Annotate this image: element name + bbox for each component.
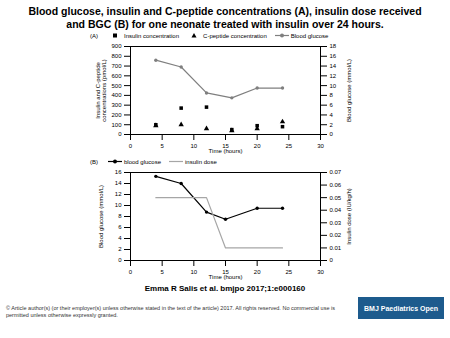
svg-text:0: 0 <box>118 132 122 138</box>
svg-text:0: 0 <box>330 258 334 264</box>
svg-text:10: 10 <box>190 143 197 149</box>
svg-text:0: 0 <box>129 269 133 275</box>
svg-text:0: 0 <box>118 258 122 264</box>
svg-text:15: 15 <box>222 142 229 149</box>
svg-text:0.07: 0.07 <box>330 170 342 176</box>
svg-text:2: 2 <box>330 122 334 128</box>
svg-text:15: 15 <box>222 268 229 275</box>
svg-text:700: 700 <box>111 63 122 69</box>
svg-text:2: 2 <box>118 247 122 253</box>
svg-text:Time (hours): Time (hours) <box>209 274 243 280</box>
html-text:BMJ Paediatrics Open: BMJ Paediatrics Open <box>364 304 438 312</box>
svg-text:12: 12 <box>115 192 122 198</box>
svg-text:5: 5 <box>160 143 164 149</box>
svg-text:20: 20 <box>254 269 261 275</box>
html-text:insulin dose: insulin dose <box>185 158 217 165</box>
svg-text:30: 30 <box>317 269 324 275</box>
svg-text:Insulin and C-peptideconcentra: Insulin and C-peptideconcentrations (pmo… <box>95 59 107 122</box>
svg-text:0.05: 0.05 <box>330 195 342 201</box>
svg-text:Blood glucose (mmol/L): Blood glucose (mmol/L) <box>346 59 352 122</box>
svg-text:16: 16 <box>330 53 337 59</box>
html-text:blood glucose: blood glucose <box>124 158 161 165</box>
svg-text:12: 12 <box>330 73 337 79</box>
svg-text:4: 4 <box>118 236 122 242</box>
html-text:Insulin concentration: Insulin concentration <box>124 32 179 39</box>
svg-text:14: 14 <box>330 63 337 69</box>
html-text:© Article author(s) (or their: © Article author(s) (or their employer(s… <box>6 305 335 319</box>
svg-text:Time (hours): Time (hours) <box>209 148 243 154</box>
svg-text:8: 8 <box>330 92 334 98</box>
svg-text:6: 6 <box>118 225 122 231</box>
svg-text:14: 14 <box>115 181 122 187</box>
svg-text:20: 20 <box>254 143 261 149</box>
svg-text:200: 200 <box>111 112 122 118</box>
svg-text:5: 5 <box>160 269 164 275</box>
svg-text:10: 10 <box>115 203 122 209</box>
svg-text:0.06: 0.06 <box>330 182 342 188</box>
svg-text:16: 16 <box>115 170 122 176</box>
svg-text:0: 0 <box>330 132 334 138</box>
svg-text:300: 300 <box>111 102 122 108</box>
svg-text:0.03: 0.03 <box>330 220 342 226</box>
svg-text:8: 8 <box>118 214 122 220</box>
svg-text:4: 4 <box>330 112 334 118</box>
svg-text:0.02: 0.02 <box>330 232 342 238</box>
svg-text:600: 600 <box>111 73 122 79</box>
html-text:Blood glucose: Blood glucose <box>290 32 329 39</box>
svg-text:Insulin dose (IU/kg/h): Insulin dose (IU/kg/h) <box>346 188 352 245</box>
svg-text:500: 500 <box>111 83 122 89</box>
svg-text:25: 25 <box>285 143 292 149</box>
svg-text:10: 10 <box>190 269 197 275</box>
svg-text:Blood glucose (mmol/L): Blood glucose (mmol/L) <box>98 185 104 248</box>
html-text:C-peptide concentration: C-peptide concentration <box>203 32 267 39</box>
html-text:Emma R Salis et al. bmjpo 2017: Emma R Salis et al. bmjpo 2017;1:e000160 <box>144 284 306 294</box>
svg-text:400: 400 <box>111 92 122 98</box>
html-text:Blood glucose, insulin and C-p: Blood glucose, insulin and C-peptide con… <box>28 5 422 30</box>
svg-text:100: 100 <box>111 122 122 128</box>
svg-text:10: 10 <box>330 83 337 89</box>
svg-text:900: 900 <box>111 44 122 50</box>
html-text:(A): (A) <box>90 32 98 39</box>
svg-text:6: 6 <box>330 102 334 108</box>
svg-text:0.04: 0.04 <box>330 207 342 213</box>
html-text:(B): (B) <box>90 158 98 165</box>
svg-text:18: 18 <box>330 44 337 50</box>
svg-text:25: 25 <box>285 269 292 275</box>
svg-text:30: 30 <box>317 143 324 149</box>
svg-text:800: 800 <box>111 53 122 59</box>
svg-text:0.01: 0.01 <box>330 245 342 251</box>
svg-text:0: 0 <box>129 143 133 149</box>
